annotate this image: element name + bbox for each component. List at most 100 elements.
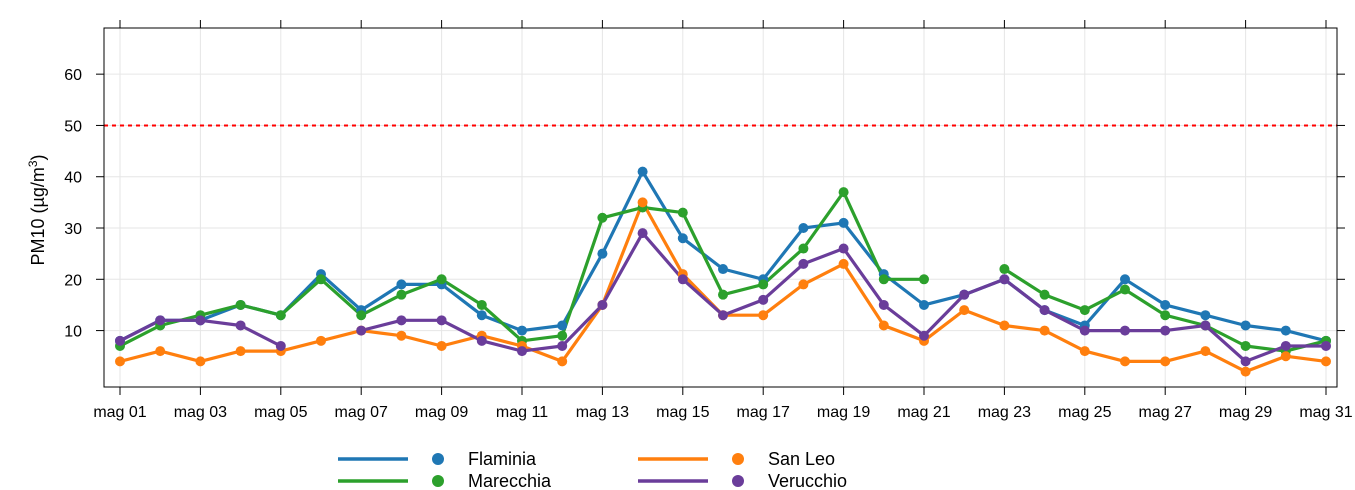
x-tick-label: mag 01: [93, 404, 146, 421]
y-tick-label: 60: [64, 67, 82, 84]
data-point-verucchio: [356, 325, 367, 336]
data-point-verucchio: [1240, 356, 1251, 367]
data-point-flaminia: [1160, 299, 1171, 310]
data-point-verucchio: [959, 289, 970, 300]
data-point-verucchio: [718, 310, 728, 321]
data-point-verucchio: [155, 315, 166, 326]
y-tick-label: 20: [64, 272, 82, 289]
x-tick-label: mag 31: [1299, 404, 1352, 421]
x-tick-label: mag 19: [817, 404, 870, 421]
axes: mag 01 mag 03 mag 05 mag 07 mag 09 mag 11 mag …: [64, 20, 1353, 421]
data-point-san-leo: [999, 320, 1010, 331]
data-point-verucchio: [838, 243, 849, 254]
data-point-flaminia: [838, 217, 849, 228]
data-point-verucchio: [115, 335, 125, 346]
data-point-marecchia: [999, 264, 1010, 275]
data-point-marecchia: [919, 274, 929, 285]
data-point-verucchio: [1321, 340, 1331, 351]
data-point-verucchio: [919, 330, 929, 341]
data-point-marecchia: [878, 274, 889, 285]
data-point-san-leo: [1039, 325, 1050, 336]
data-point-flaminia: [718, 264, 728, 275]
data-point-san-leo: [758, 310, 769, 321]
data-point-verucchio: [637, 228, 648, 239]
legend-label-marecchia: Marecchia: [468, 471, 552, 490]
x-tick-label: mag 03: [174, 404, 227, 421]
data-point-marecchia: [356, 310, 367, 321]
data-point-marecchia: [838, 187, 849, 198]
data-point-verucchio: [1280, 340, 1291, 351]
x-tick-label: mag 27: [1139, 404, 1192, 421]
data-point-verucchio: [1120, 325, 1130, 336]
legend-marker-marecchia: [432, 475, 444, 487]
y-axis-label-superscript: 3: [26, 160, 40, 167]
data-point-flaminia: [677, 233, 688, 244]
data-point-marecchia: [597, 212, 608, 223]
legend-label-flaminia: Flaminia: [468, 449, 537, 469]
data-point-san-leo: [1079, 346, 1090, 357]
data-point-san-leo: [1280, 351, 1291, 362]
data-point-marecchia: [316, 274, 326, 285]
data-point-flaminia: [396, 279, 407, 290]
data-point-verucchio: [798, 258, 809, 269]
data-point-san-leo: [1240, 366, 1251, 377]
x-tick-label: mag 25: [1058, 404, 1111, 421]
data-point-flaminia: [517, 325, 527, 336]
data-point-san-leo: [878, 320, 889, 331]
legend-marker-san-leo: [732, 453, 744, 465]
legend-label-san-leo: San Leo: [768, 449, 835, 469]
y-tick-label: 10: [64, 324, 82, 341]
data-point-verucchio: [195, 315, 206, 326]
grid-lines: [104, 28, 1337, 387]
data-point-verucchio: [396, 315, 407, 326]
data-point-marecchia: [436, 274, 447, 285]
series-points: [115, 166, 1331, 377]
data-point-marecchia: [1240, 340, 1251, 351]
data-point-marecchia: [476, 299, 487, 310]
data-point-flaminia: [1280, 325, 1291, 336]
data-point-marecchia: [798, 243, 809, 254]
data-point-san-leo: [1321, 356, 1331, 367]
data-point-marecchia: [396, 289, 407, 300]
x-tick-label: mag 29: [1219, 404, 1272, 421]
x-tick-label: mag 15: [656, 404, 709, 421]
data-point-marecchia: [718, 289, 728, 300]
data-point-san-leo: [1160, 356, 1171, 367]
data-point-verucchio: [476, 335, 487, 346]
y-tick-label: 50: [64, 118, 82, 135]
data-point-san-leo: [115, 356, 125, 367]
data-point-verucchio: [1039, 305, 1050, 316]
x-tick-label: mag 23: [978, 404, 1031, 421]
x-tick-label: mag 05: [254, 404, 307, 421]
data-point-verucchio: [517, 346, 527, 357]
data-point-san-leo: [155, 346, 166, 357]
data-point-marecchia: [235, 299, 246, 310]
x-tick-label: mag 13: [576, 404, 629, 421]
legend-marker-flaminia: [432, 453, 444, 465]
data-point-san-leo: [235, 346, 246, 357]
data-point-verucchio: [436, 315, 447, 326]
data-point-verucchio: [878, 299, 889, 310]
y-axis-label-end: ): [28, 154, 48, 160]
data-point-san-leo: [557, 356, 568, 367]
data-point-verucchio: [275, 340, 286, 351]
data-point-marecchia: [557, 330, 568, 341]
data-point-marecchia: [1039, 289, 1050, 300]
x-tick-label: mag 07: [335, 404, 388, 421]
y-tick-label: 40: [64, 170, 82, 187]
data-point-flaminia: [637, 166, 648, 177]
data-point-san-leo: [637, 197, 648, 208]
data-point-marecchia: [1079, 305, 1090, 316]
data-point-san-leo: [1200, 346, 1211, 357]
data-point-verucchio: [999, 274, 1010, 285]
data-point-verucchio: [597, 299, 608, 310]
data-point-marecchia: [677, 207, 688, 218]
data-point-san-leo: [195, 356, 206, 367]
x-tick-label: mag 09: [415, 404, 468, 421]
legend: Flaminia Marecchia San Leo Verucchio: [338, 449, 847, 490]
data-point-flaminia: [1120, 274, 1130, 285]
data-point-flaminia: [557, 320, 568, 331]
data-point-marecchia: [1120, 284, 1130, 295]
y-axis-label-main: PM10 (µg/m: [28, 167, 48, 265]
